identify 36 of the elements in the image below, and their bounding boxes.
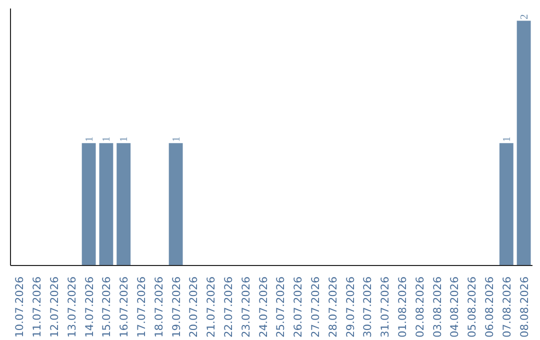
data-label: 1 xyxy=(84,136,96,142)
x-tick-label: 16.07.2026 xyxy=(118,276,131,338)
x-tick-label: 21.07.2026 xyxy=(204,276,218,338)
x-tick-label: 02.08.2026 xyxy=(413,276,426,338)
data-label: 1 xyxy=(119,136,130,142)
x-tick-label: 06.08.2026 xyxy=(483,276,496,338)
x-tick-label: 03.08.2026 xyxy=(430,276,444,338)
x-tick-label: 25.07.2026 xyxy=(274,276,288,338)
x-tick-label: 29.07.2026 xyxy=(344,276,357,338)
x-tick-label: 08.08.2026 xyxy=(518,276,531,338)
x-tick-label: 17.07.2026 xyxy=(135,276,148,338)
data-label: 1 xyxy=(102,136,113,142)
x-tick-label: 30.07.2026 xyxy=(361,276,374,338)
x-tick-label: 20.07.2026 xyxy=(187,276,200,338)
x-tick-label: 12.07.2026 xyxy=(48,276,61,338)
x-tick-label: 31.07.2026 xyxy=(378,276,392,338)
x-tick-label: 22.07.2026 xyxy=(222,276,235,338)
x-tick-label: 01.08.2026 xyxy=(396,276,409,338)
x-tick-label: 19.07.2026 xyxy=(170,276,183,338)
data-label: 2 xyxy=(519,14,530,20)
x-tick-label: 28.07.2026 xyxy=(326,276,340,338)
x-tick-label: 11.07.2026 xyxy=(30,276,44,338)
x-tick-label: 23.07.2026 xyxy=(239,276,252,338)
x-tick-label: 24.07.2026 xyxy=(256,276,270,338)
data-label: 1 xyxy=(502,136,513,142)
x-tick-label: 15.07.2026 xyxy=(100,276,114,338)
x-tick-label: 18.07.2026 xyxy=(152,276,166,338)
x-tick-label: 07.08.2026 xyxy=(500,276,514,338)
x-tick-label: 05.08.2026 xyxy=(466,276,479,338)
x-tick-label: 27.07.2026 xyxy=(309,276,322,338)
x-tick-label: 13.07.2026 xyxy=(65,276,78,338)
x-tick-label: 14.07.2026 xyxy=(82,276,96,338)
data-label: 1 xyxy=(171,136,182,142)
x-tick-label: 26.07.2026 xyxy=(292,276,305,338)
x-tick-label: 04.08.2026 xyxy=(448,276,462,338)
x-tick-label: 10.07.2026 xyxy=(13,276,26,338)
